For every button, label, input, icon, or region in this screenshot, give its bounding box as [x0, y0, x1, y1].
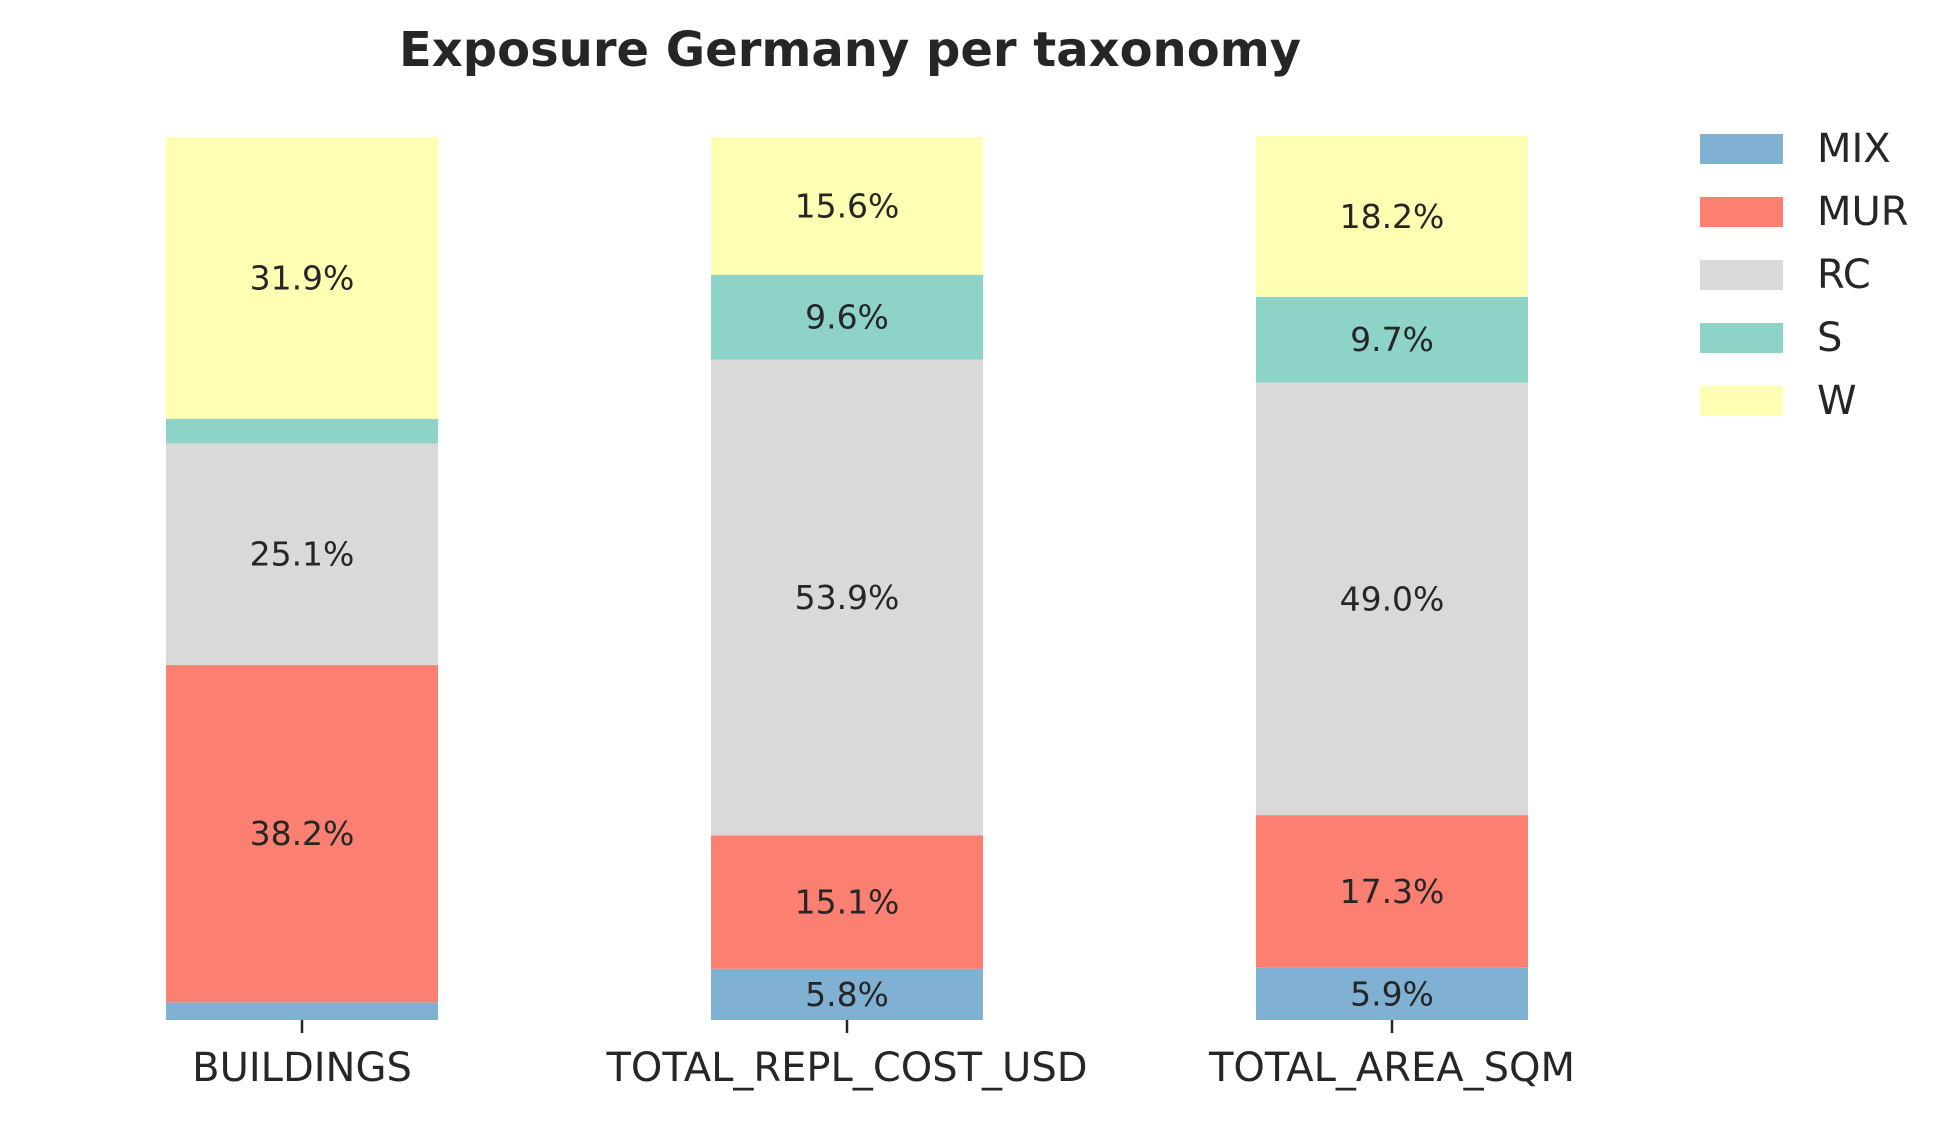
- bar-segment-buildings-s: [166, 418, 438, 444]
- bar-segment-buildings-w: [166, 137, 438, 419]
- bar-segment-total-repl-cost-usd-s: [711, 274, 983, 360]
- data-label-total-repl-cost-usd-mur: 15.1%: [795, 883, 900, 922]
- data-label-total-area-sqm-s: 9.7%: [1350, 320, 1434, 359]
- data-label-total-area-sqm-rc: 49.0%: [1340, 579, 1445, 618]
- x-tick-label-total-area-sqm: TOTAL_AREA_SQM: [1208, 1045, 1575, 1091]
- bar-segment-total-area-sqm-mix: [1256, 967, 1528, 1020]
- bar-segment-buildings-rc: [166, 443, 438, 666]
- data-label-total-area-sqm-w: 18.2%: [1340, 197, 1445, 236]
- legend-swatch-s: [1700, 323, 1783, 353]
- x-tick-label-buildings: BUILDINGS: [192, 1045, 412, 1091]
- data-label-buildings-rc: 25.1%: [250, 535, 355, 574]
- x-tick-label-total-repl-cost-usd: TOTAL_REPL_COST_USD: [605, 1045, 1087, 1091]
- bar-segment-buildings-mix: [166, 1002, 438, 1020]
- bar-segment-total-area-sqm-s: [1256, 296, 1528, 383]
- bar-segment-total-area-sqm-mur: [1256, 815, 1528, 968]
- legend-label-mix: MIX: [1817, 126, 1891, 172]
- chart-title: Exposure Germany per taxonomy: [399, 22, 1301, 78]
- bar-segment-buildings-mur: [166, 665, 438, 1003]
- bar-segment-total-repl-cost-usd-mur: [711, 835, 983, 969]
- data-label-total-area-sqm-mix: 5.9%: [1350, 974, 1434, 1013]
- data-label-total-repl-cost-usd-w: 15.6%: [795, 186, 900, 225]
- data-label-buildings-mur: 38.2%: [250, 814, 355, 853]
- legend-swatch-mix: [1700, 134, 1783, 164]
- legend-swatch-w: [1700, 386, 1783, 416]
- bar-segment-total-repl-cost-usd-mix: [711, 968, 983, 1020]
- data-label-total-repl-cost-usd-rc: 53.9%: [795, 578, 900, 617]
- data-label-total-repl-cost-usd-s: 9.6%: [805, 298, 889, 337]
- legend-label-rc: RC: [1817, 252, 1871, 298]
- x-axis: BUILDINGS TOTAL_REPL_COST_USD TOTAL_AREA_S…: [192, 1020, 1575, 1091]
- data-label-buildings-w: 31.9%: [250, 258, 355, 297]
- legend-label-mur: MUR: [1817, 189, 1909, 235]
- legend: MIX MUR RC SW: [1700, 126, 1909, 424]
- bar-segment-total-area-sqm-rc: [1256, 382, 1528, 816]
- legend-label-w: W: [1817, 378, 1857, 424]
- legend-swatch-rc: [1700, 260, 1783, 290]
- bar-segment-total-repl-cost-usd-rc: [711, 359, 983, 836]
- bars-layer: [166, 136, 1528, 1020]
- bar-segment-total-repl-cost-usd-w: [711, 137, 983, 275]
- bar-segment-total-area-sqm-w: [1256, 136, 1528, 297]
- data-label-total-area-sqm-mur: 17.3%: [1340, 872, 1445, 911]
- data-label-total-repl-cost-usd-mix: 5.8%: [805, 975, 889, 1014]
- data-labels-layer: 38.2% 25.1% 31.9% 5.8% 15.1% 53.9% 9.6% 15.6% 5.…: [250, 186, 1445, 1014]
- legend-swatch-mur: [1700, 197, 1783, 227]
- legend-label-s: S: [1817, 315, 1842, 361]
